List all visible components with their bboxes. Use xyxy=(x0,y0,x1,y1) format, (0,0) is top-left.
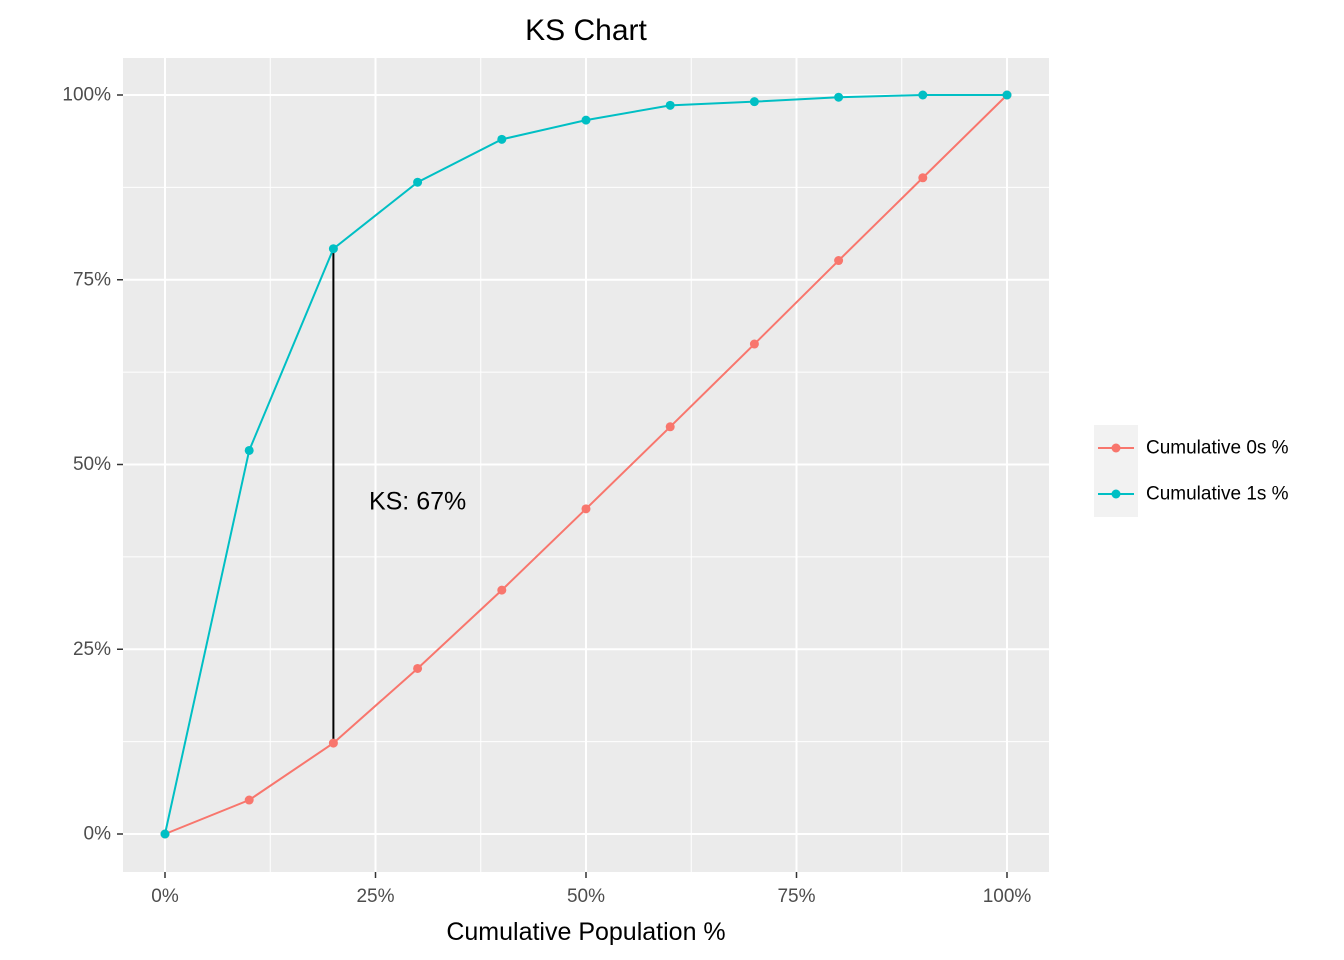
series-point-1 xyxy=(665,100,675,110)
series-point-1 xyxy=(328,244,338,254)
series-point-1 xyxy=(1002,90,1012,100)
y-tick-label: 0% xyxy=(84,824,112,845)
y-tick-label: 25% xyxy=(73,639,111,660)
series-point-0 xyxy=(749,339,759,349)
series-point-0 xyxy=(665,422,675,432)
series-point-1 xyxy=(413,177,423,187)
x-tick-label: 25% xyxy=(356,886,394,907)
x-axis: 0% 25% 50% 75% 100% xyxy=(151,872,1031,907)
series-point-0 xyxy=(244,795,254,805)
legend-key-point xyxy=(1111,443,1121,453)
y-tick-label: 50% xyxy=(73,454,111,475)
legend-label: Cumulative 0s % xyxy=(1146,438,1289,459)
series-point-0 xyxy=(497,585,507,595)
legend-key-point xyxy=(1111,489,1121,499)
series-point-1 xyxy=(581,115,591,125)
y-tick-label: 75% xyxy=(73,269,111,290)
series-point-0 xyxy=(413,663,423,673)
series-point-0 xyxy=(328,738,338,748)
series-point-0 xyxy=(834,256,844,266)
legend: Cumulative 0s % Cumulative 1s % xyxy=(1094,425,1289,517)
chart-title: KS Chart xyxy=(525,14,647,47)
ks-annotation: KS: 67% xyxy=(369,487,466,515)
x-tick-label: 50% xyxy=(567,886,605,907)
grid-major xyxy=(123,58,1049,872)
series-point-0 xyxy=(581,504,591,514)
y-axis: 0% 25% 50% 75% 100% xyxy=(62,85,123,845)
series-point-1 xyxy=(749,97,759,107)
y-tick-label: 100% xyxy=(62,85,111,106)
series-point-1 xyxy=(160,829,170,839)
series-group xyxy=(160,90,1012,839)
series-point-1 xyxy=(244,445,254,455)
x-tick-label: 75% xyxy=(777,886,815,907)
series-point-0 xyxy=(918,173,928,183)
x-tick-label: 0% xyxy=(151,886,179,907)
legend-label: Cumulative 1s % xyxy=(1146,484,1289,505)
x-tick-label: 100% xyxy=(983,886,1032,907)
x-axis-title: Cumulative Population % xyxy=(446,918,725,946)
series-point-1 xyxy=(497,134,507,144)
series-point-1 xyxy=(918,90,928,100)
series-point-1 xyxy=(834,92,844,102)
